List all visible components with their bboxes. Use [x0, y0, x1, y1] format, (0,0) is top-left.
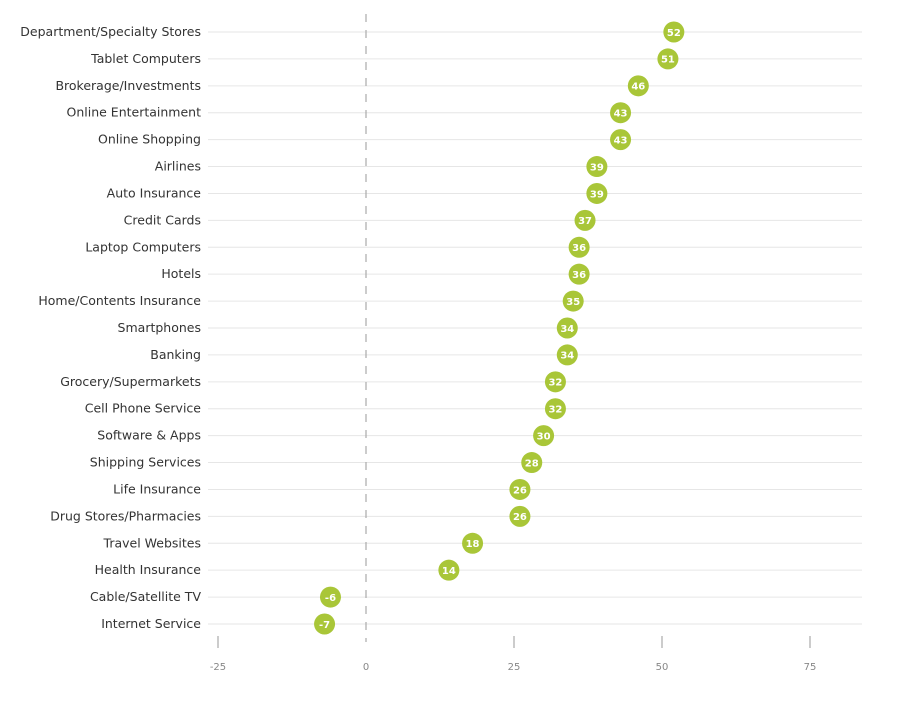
- data-label: 32: [548, 405, 562, 416]
- data-label: -7: [319, 620, 330, 631]
- data-point: [610, 129, 632, 151]
- data-label: 43: [614, 109, 628, 120]
- data-label: 30: [537, 431, 551, 442]
- data-point: [568, 263, 590, 285]
- data-label: 18: [466, 539, 480, 550]
- data-point: [314, 613, 336, 635]
- category-label: Online Shopping: [98, 132, 201, 147]
- data-point: [586, 156, 608, 178]
- data-point: [657, 48, 679, 70]
- category-label: Software & Apps: [97, 428, 201, 443]
- data-label: 52: [667, 28, 681, 39]
- category-label: Life Insurance: [113, 481, 201, 496]
- category-label: Hotels: [161, 266, 201, 281]
- category-label: Credit Cards: [124, 212, 201, 227]
- data-label: 39: [590, 162, 604, 173]
- x-tick-label: 75: [804, 662, 817, 673]
- data-point: [319, 586, 341, 608]
- x-tick-label: -25: [210, 662, 226, 673]
- category-label: Travel Websites: [103, 535, 201, 550]
- category-label: Smartphones: [118, 320, 201, 335]
- x-tick-label: 0: [363, 662, 369, 673]
- data-label: -6: [325, 593, 336, 604]
- category-label: Tablet Computers: [90, 51, 201, 66]
- category-label: Department/Specialty Stores: [20, 24, 201, 39]
- data-point: [544, 371, 566, 393]
- category-label: Cell Phone Service: [85, 401, 202, 416]
- category-label: Auto Insurance: [107, 185, 202, 200]
- data-point: [574, 209, 596, 231]
- data-point: [521, 452, 543, 474]
- data-point: [663, 21, 685, 43]
- data-point: [556, 317, 578, 339]
- data-label: 36: [572, 243, 586, 254]
- category-label: Health Insurance: [95, 562, 202, 577]
- category-label: Laptop Computers: [85, 239, 201, 254]
- data-label: 26: [513, 512, 527, 523]
- data-label: 26: [513, 485, 527, 496]
- data-label: 36: [572, 270, 586, 281]
- data-label: 28: [525, 458, 539, 469]
- x-tick-label: 25: [508, 662, 521, 673]
- category-label: Banking: [150, 347, 201, 362]
- data-point: [438, 559, 460, 581]
- category-label: Cable/Satellite TV: [90, 589, 202, 604]
- category-label: Home/Contents Insurance: [38, 293, 201, 308]
- x-tick-label: 50: [656, 662, 669, 673]
- data-label: 35: [566, 297, 580, 308]
- data-label: 34: [560, 324, 574, 335]
- data-label: 51: [661, 55, 675, 66]
- data-label: 39: [590, 189, 604, 200]
- data-label: 43: [614, 135, 628, 146]
- data-point: [509, 478, 531, 500]
- data-point: [586, 182, 608, 204]
- data-point: [544, 398, 566, 420]
- data-point: [562, 290, 584, 312]
- data-point: [568, 236, 590, 258]
- data-label: 34: [560, 351, 574, 362]
- data-label: 32: [548, 378, 562, 389]
- category-label: Shipping Services: [90, 455, 201, 470]
- category-label: Online Entertainment: [67, 105, 202, 120]
- data-point: [627, 75, 649, 97]
- data-point: [556, 344, 578, 366]
- data-label: 46: [631, 82, 645, 93]
- category-label: Drug Stores/Pharmacies: [50, 508, 201, 523]
- data-label: 37: [578, 216, 592, 227]
- category-label: Grocery/Supermarkets: [60, 374, 201, 389]
- data-point: [462, 532, 484, 554]
- category-label: Internet Service: [101, 616, 201, 631]
- data-point: [610, 102, 632, 124]
- category-label: Airlines: [155, 159, 201, 174]
- data-point: [533, 425, 555, 447]
- data-label: 14: [442, 566, 456, 577]
- category-label: Brokerage/Investments: [55, 78, 201, 93]
- data-point: [509, 505, 531, 527]
